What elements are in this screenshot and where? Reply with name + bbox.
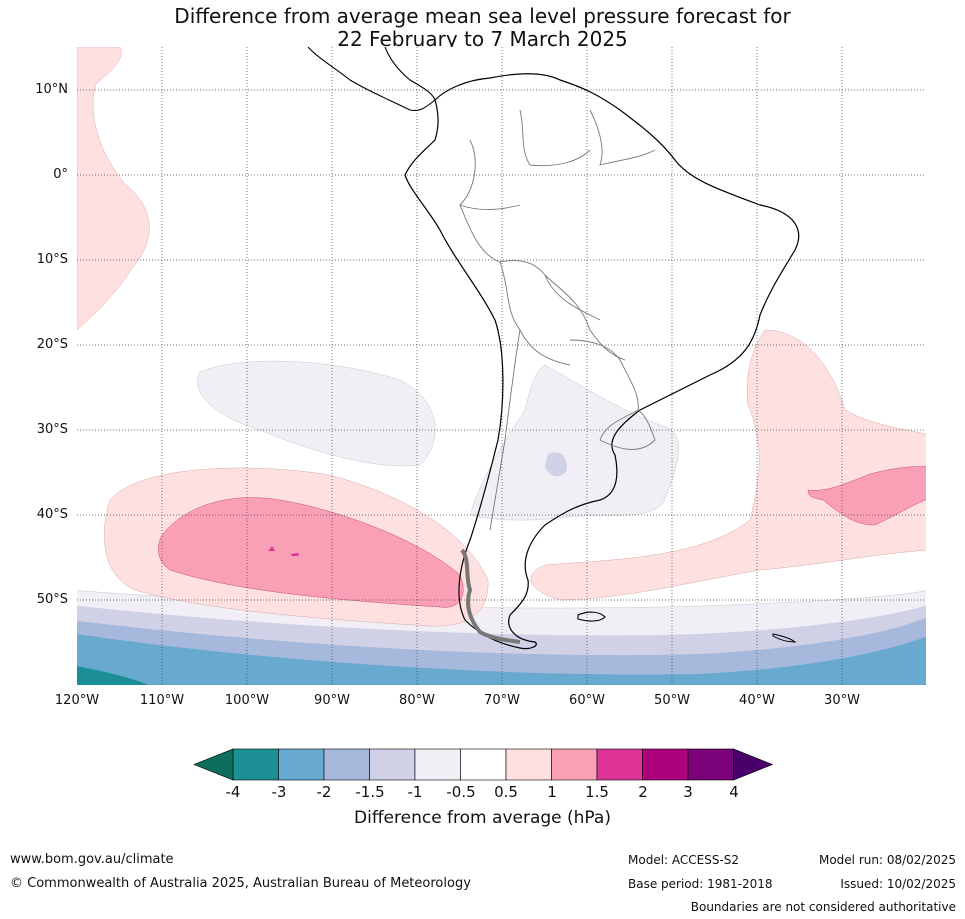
colorbar-segment bbox=[460, 748, 507, 781]
colorbar-label: Difference from average (hPa) bbox=[354, 808, 611, 828]
coastline-falklands bbox=[577, 611, 606, 622]
colorbar-segment bbox=[596, 748, 643, 781]
lat-label-10n: 10°N bbox=[35, 82, 68, 97]
coastline-south-america bbox=[404, 73, 800, 650]
footer-website[interactable]: www.bom.gov.au/climate bbox=[10, 852, 174, 867]
lat-label-40s: 40°S bbox=[36, 507, 68, 522]
colorbar-tick: 2 bbox=[638, 783, 648, 801]
lon-label-30w: 30°W bbox=[824, 693, 860, 708]
pos-region-west bbox=[77, 47, 150, 331]
coastline-central-america bbox=[307, 47, 436, 112]
map-area bbox=[77, 47, 926, 685]
chart-title-line-1: Difference from average mean sea level p… bbox=[174, 4, 791, 28]
colorbar-segment bbox=[323, 748, 370, 781]
colorbar-tick: -1 bbox=[407, 783, 423, 801]
neg-region-pacific bbox=[197, 360, 436, 467]
footer-copyright: © Commonwealth of Australia 2025, Austra… bbox=[10, 876, 471, 891]
footer-base-period: Base period: 1981-2018 bbox=[628, 877, 773, 891]
lon-label-80w: 80°W bbox=[399, 693, 435, 708]
colorbar-segment bbox=[505, 748, 552, 781]
colorbar-segment bbox=[687, 748, 734, 781]
footer-disclaimer: Boundaries are not considered authoritat… bbox=[690, 900, 956, 914]
footer-model-run: Model run: 08/02/2025 bbox=[818, 853, 956, 867]
lon-label-110w: 110°W bbox=[139, 693, 185, 708]
colorbar-segment bbox=[414, 748, 461, 781]
lat-label-30s: 30°S bbox=[36, 422, 68, 437]
colorbar-segment bbox=[551, 748, 598, 781]
colorbar-tick: 4 bbox=[729, 783, 739, 801]
lon-label-60w: 60°W bbox=[569, 693, 605, 708]
colorbar-tick: -0.5 bbox=[446, 783, 476, 801]
lon-label-40w: 40°W bbox=[739, 693, 775, 708]
colorbar-tick: -3 bbox=[271, 783, 287, 801]
lon-label-120w: 120°W bbox=[54, 693, 100, 708]
neg-band-m2 bbox=[77, 634, 926, 685]
colorbar-tick: -2 bbox=[316, 783, 332, 801]
colorbar-segment bbox=[278, 748, 325, 781]
colorbar-segment bbox=[642, 748, 689, 781]
lon-label-90w: 90°W bbox=[314, 693, 350, 708]
pos-spot-2 bbox=[291, 553, 299, 556]
colorbar bbox=[193, 748, 774, 781]
colorbar-tick: 0.5 bbox=[494, 783, 518, 801]
footer-model: Model: ACCESS-S2 bbox=[628, 853, 740, 867]
footer-issued: Issued: 10/02/2025 bbox=[840, 877, 956, 891]
neg-spot-continent bbox=[545, 452, 567, 477]
colorbar-tick: 1 bbox=[547, 783, 557, 801]
lon-label-50w: 50°W bbox=[654, 693, 690, 708]
colorbar-tick: 1.5 bbox=[585, 783, 609, 801]
colorbar-tick: 3 bbox=[683, 783, 693, 801]
lon-label-70w: 70°W bbox=[484, 693, 520, 708]
lat-label-0: 0° bbox=[53, 167, 68, 182]
colorbar-segment bbox=[369, 748, 416, 781]
neg-band-m3 bbox=[77, 666, 149, 685]
pos-region-atlantic bbox=[530, 329, 926, 601]
pos-region-atlantic-core bbox=[807, 466, 926, 526]
gridlines bbox=[77, 47, 926, 685]
pos-spot-1 bbox=[268, 546, 275, 551]
lat-label-10s: 10°S bbox=[36, 252, 68, 267]
lat-label-20s: 20°S bbox=[36, 337, 68, 352]
lat-label-50s: 50°S bbox=[36, 592, 68, 607]
patagonia-islands bbox=[460, 548, 521, 644]
colorbar-under-arrow bbox=[193, 748, 234, 781]
country-borders bbox=[459, 109, 656, 531]
colorbar-segment bbox=[232, 748, 279, 781]
pos-region-pacific-core bbox=[158, 497, 464, 608]
chart-title-line-2: 22 February to 7 March 2025 bbox=[337, 27, 628, 51]
coastline-south-georgia bbox=[772, 633, 797, 643]
lon-label-100w: 100°W bbox=[224, 693, 270, 708]
colorbar-tick: -4 bbox=[225, 783, 241, 801]
colorbar-over-arrow bbox=[733, 748, 774, 781]
colorbar-tick: -1.5 bbox=[355, 783, 385, 801]
neg-region-continent bbox=[469, 364, 679, 521]
